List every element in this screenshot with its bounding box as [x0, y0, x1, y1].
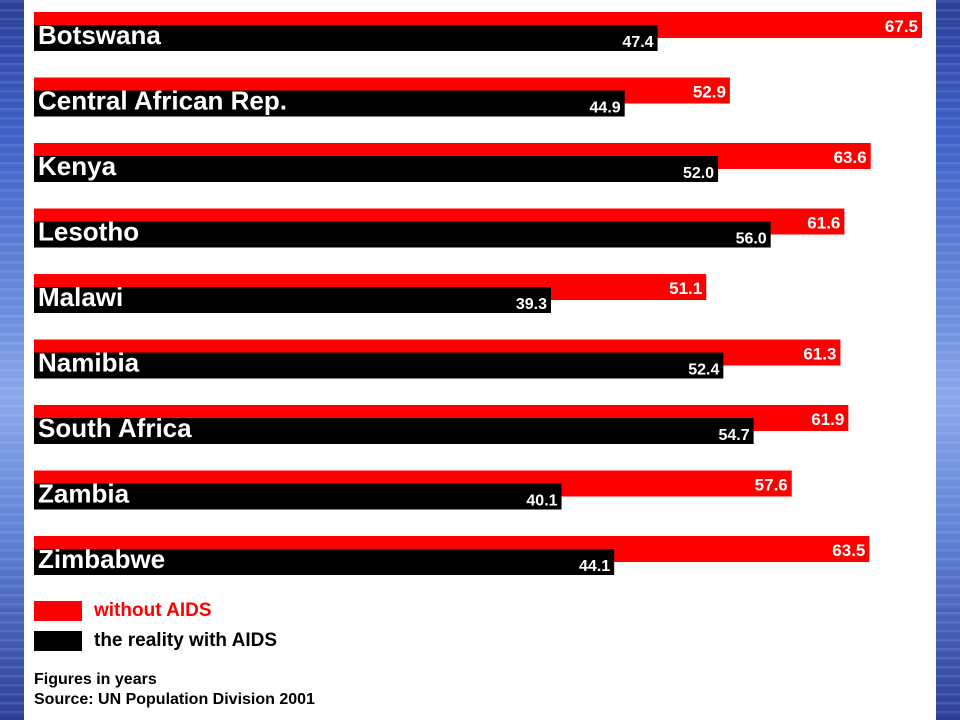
bar-with-aids-malawi [34, 287, 552, 313]
chart-legend: without AIDS the reality with AIDS [34, 596, 277, 656]
value-label-with-aids-lesotho: 56.0 [736, 231, 767, 248]
category-label-central-african-rep: Central African Rep. [38, 86, 287, 116]
bar-with-aids-zambia [34, 483, 562, 510]
legend-label-with-aids: the reality with AIDS [94, 630, 277, 651]
legend-item-without-aids: without AIDS [34, 596, 277, 626]
bar-with-aids-botswana [34, 25, 658, 51]
value-label-with-aids-zimbabwe: 44.1 [579, 558, 610, 575]
source-note: Source: UN Population Division 2001 [34, 691, 315, 708]
units-note: Figures in years [34, 671, 157, 688]
category-label-malawi: Malawi [38, 282, 123, 312]
value-label-with-aids-central-african-rep: 44.9 [590, 100, 621, 117]
value-label-without-aids-zimbabwe: 63.5 [832, 541, 865, 560]
life-expectancy-chart: 67.5 47.4 Botswana 52.9 44.9 Central African … [34, 12, 922, 575]
bar-with-aids-zimbabwe [34, 549, 615, 575]
category-label-lesotho: Lesotho [38, 217, 139, 247]
value-label-with-aids-botswana: 47.4 [622, 34, 653, 51]
bar-with-aids-central-african-rep [34, 90, 625, 117]
value-label-with-aids-namibia: 52.4 [688, 362, 719, 379]
value-label-without-aids-lesotho: 61.6 [807, 214, 840, 233]
category-label-namibia: Namibia [38, 348, 140, 378]
legend-swatch-red [34, 601, 82, 621]
category-label-zambia: Zambia [38, 479, 130, 509]
category-label-kenya: Kenya [38, 151, 117, 181]
value-label-with-aids-kenya: 52.0 [683, 165, 714, 182]
category-label-zimbabwe: Zimbabwe [38, 544, 165, 574]
value-label-without-aids-namibia: 61.3 [803, 345, 836, 364]
legend-item-with-aids: the reality with AIDS [34, 626, 277, 656]
legend-swatch-black [34, 631, 82, 651]
value-label-without-aids-botswana: 67.5 [885, 17, 918, 36]
value-label-without-aids-malawi: 51.1 [669, 279, 702, 298]
value-label-with-aids-zambia: 40.1 [526, 493, 557, 510]
category-label-botswana: Botswana [38, 20, 161, 50]
legend-label-without-aids: without AIDS [94, 600, 212, 621]
value-label-with-aids-south-africa: 54.7 [718, 427, 749, 444]
value-label-without-aids-zambia: 57.6 [755, 476, 788, 495]
chart-footer: Figures in years Source: UN Population D… [34, 670, 315, 710]
value-label-without-aids-kenya: 63.6 [834, 148, 867, 167]
value-label-without-aids-central-african-rep: 52.9 [693, 83, 726, 102]
bar-with-aids-south-africa [34, 418, 754, 444]
bar-with-aids-kenya [34, 156, 719, 182]
bar-with-aids-lesotho [34, 221, 771, 248]
value-label-without-aids-south-africa: 61.9 [811, 410, 844, 429]
category-label-south-africa: South Africa [38, 413, 192, 443]
bar-with-aids-namibia [34, 352, 724, 379]
value-label-with-aids-malawi: 39.3 [516, 296, 547, 313]
